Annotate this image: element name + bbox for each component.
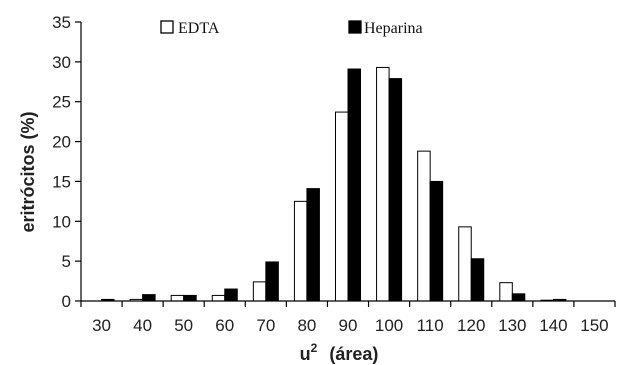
bar-heparina-130 — [511, 293, 526, 302]
x-tick-label: 40 — [133, 316, 152, 335]
legend-item-edta: EDTA — [160, 20, 220, 37]
x-tick-label: 50 — [174, 316, 193, 335]
x-tick-label: 70 — [256, 316, 275, 335]
bar-heparina-50 — [183, 294, 197, 302]
bars-group — [101, 66, 567, 302]
bar-heparina-80 — [306, 188, 320, 302]
bar-heparina-120 — [470, 258, 485, 302]
y-tick-label: 5 — [62, 252, 71, 271]
bar-heparina-110 — [429, 180, 444, 302]
bar-heparina-40 — [142, 294, 156, 302]
y-axis: 0 5 10 15 20 25 30 35 — [52, 13, 82, 311]
x-tick-label: 80 — [297, 316, 316, 335]
bar-heparina-60 — [224, 288, 238, 302]
bar-heparina-90 — [347, 68, 361, 302]
legend-item-heparina: Heparina — [348, 20, 423, 37]
x-tick-label: 90 — [339, 316, 358, 335]
bar-heparina-70 — [265, 261, 279, 302]
legend-label-heparina: Heparina — [364, 20, 423, 37]
legend-label-edta: EDTA — [178, 20, 220, 37]
x-tick-label: 120 — [457, 316, 485, 335]
bar-edta-100 — [376, 66, 390, 302]
y-tick-label: 25 — [52, 93, 71, 112]
x-axis-title: u2 (área) — [300, 341, 379, 364]
y-tick-label: 35 — [52, 13, 71, 32]
bar-edta-70 — [252, 281, 267, 302]
x-axis-title-superscript: 2 — [311, 341, 318, 355]
y-tick-label: 30 — [52, 53, 71, 72]
legend-swatch-edta — [160, 20, 174, 34]
y-axis-title: eritrócitos (%) — [18, 111, 38, 232]
bar-edta-130 — [499, 282, 513, 302]
x-axis: 30 40 50 60 70 80 90 100 110 120 130 140 150 — [80, 300, 616, 335]
bar-edta-90 — [335, 111, 349, 302]
bar-edta-120 — [458, 226, 472, 302]
bar-edta-80 — [293, 200, 308, 302]
x-tick-label: 30 — [92, 316, 111, 335]
x-tick-label: 110 — [417, 316, 444, 335]
bar-edta-110 — [417, 150, 431, 302]
x-axis-title-base: u — [300, 344, 311, 364]
x-tick-label: 150 — [580, 316, 608, 335]
y-tick-label: 0 — [62, 292, 71, 311]
x-tick-label: 60 — [215, 316, 234, 335]
y-tick-label: 10 — [52, 212, 71, 231]
bar-edta-60 — [211, 294, 226, 302]
x-tick-label: 130 — [498, 316, 526, 335]
x-tick-label: 100 — [375, 316, 403, 335]
legend: EDTA Heparina — [160, 20, 423, 37]
bar-edta-50 — [170, 294, 185, 302]
y-tick-label: 20 — [52, 133, 71, 152]
legend-swatch-heparina — [348, 20, 362, 34]
bar-heparina-100 — [388, 78, 403, 302]
y-tick-label: 15 — [52, 172, 71, 191]
x-axis-title-suffix: (área) — [329, 344, 378, 364]
x-tick-label: 140 — [539, 316, 567, 335]
